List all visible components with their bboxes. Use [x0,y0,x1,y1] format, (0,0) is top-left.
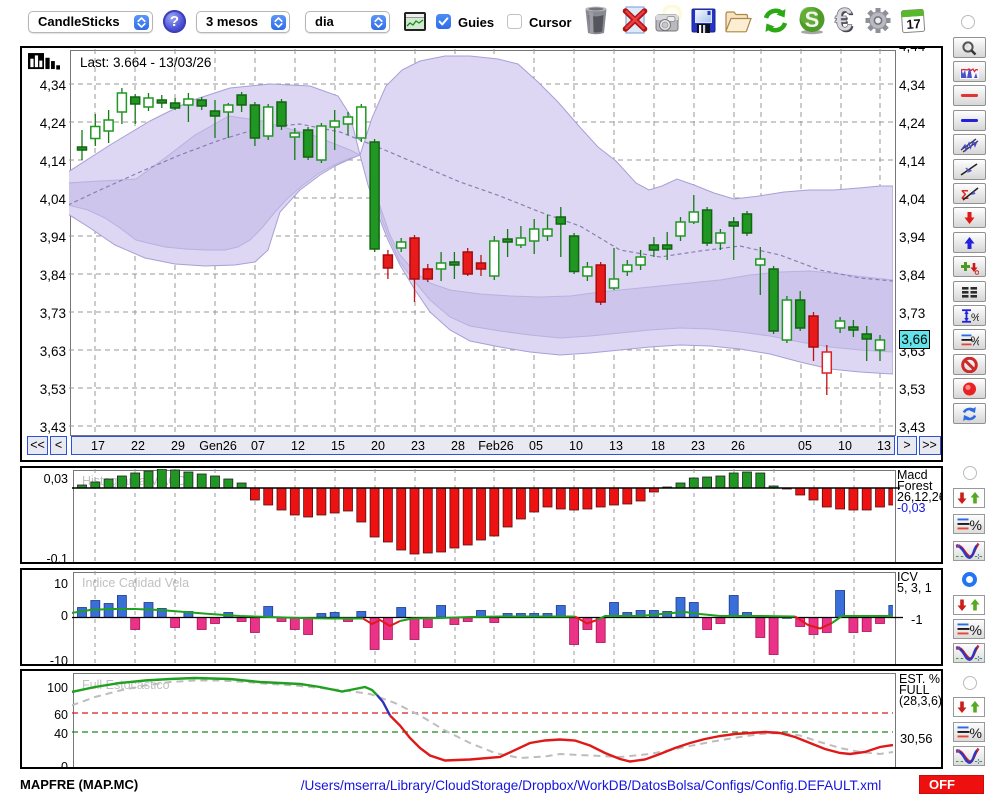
svg-text:%: % [971,312,979,324]
svg-text:Σ: Σ [961,187,969,202]
svg-text:€: € [835,7,853,35]
svg-text:%: % [971,335,980,349]
svg-text:S: S [805,7,820,32]
svg-text:€: € [836,7,854,35]
svg-text:%: % [970,725,982,740]
svg-text:17: 17 [906,16,921,32]
svg-text:%: % [970,622,982,637]
svg-text:%: % [970,516,982,531]
